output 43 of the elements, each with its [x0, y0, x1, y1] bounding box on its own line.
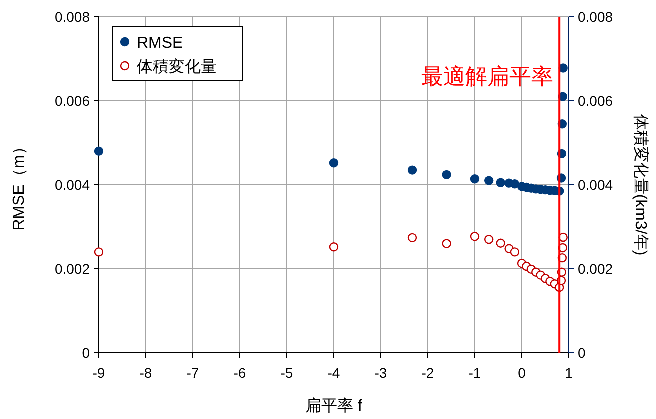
point	[470, 174, 480, 184]
y2-tick-label: 0	[578, 345, 586, 361]
x-tick-label: -5	[280, 365, 294, 381]
y2-tick-label: 0.006	[578, 93, 614, 109]
y2-tick-label: 0.008	[578, 9, 614, 25]
y2-axis-title: 体積変化量(km3/年)	[632, 114, 650, 256]
x-tick-label: 0	[518, 365, 526, 381]
y-tick-label: 0.006	[54, 93, 90, 109]
x-tick-label: -9	[92, 365, 106, 381]
y-tick-label: 0.004	[54, 177, 90, 193]
point	[496, 178, 506, 188]
x-tick-label: 1	[565, 365, 574, 381]
x-tick-label: -4	[328, 365, 340, 381]
point	[408, 166, 418, 175]
x-axis-title: 扁平率 f	[306, 397, 363, 415]
x-tick-label: -7	[186, 365, 200, 381]
x-tick-label: -3	[374, 365, 388, 381]
point	[484, 176, 494, 186]
point	[484, 235, 494, 244]
x-tick-label: -2	[422, 365, 434, 381]
ref-line-label: 最適解扁平率	[422, 64, 554, 89]
point	[408, 233, 418, 243]
point	[94, 248, 104, 257]
point	[470, 232, 480, 242]
y2-tick-label: 0.002	[578, 261, 614, 277]
x-tick-label: -6	[234, 365, 246, 381]
point	[329, 242, 339, 252]
point	[510, 248, 520, 257]
y-tick-label: 0	[82, 345, 90, 361]
point	[329, 158, 339, 168]
point	[496, 238, 506, 248]
y-tick-label: 0.008	[54, 9, 90, 25]
point	[442, 239, 452, 248]
legend-label: RMSE	[137, 35, 184, 52]
y-tick-label: 0.002	[54, 261, 90, 277]
point	[94, 146, 104, 156]
y2-tick-label: 0.004	[578, 177, 614, 193]
x-tick-label: -8	[140, 365, 152, 381]
x-tick-label: -1	[468, 365, 482, 381]
point	[510, 180, 520, 189]
legend-label: 体積変化量	[137, 58, 217, 76]
y-axis-title: RMSE（m）	[11, 139, 28, 231]
point	[442, 170, 452, 180]
